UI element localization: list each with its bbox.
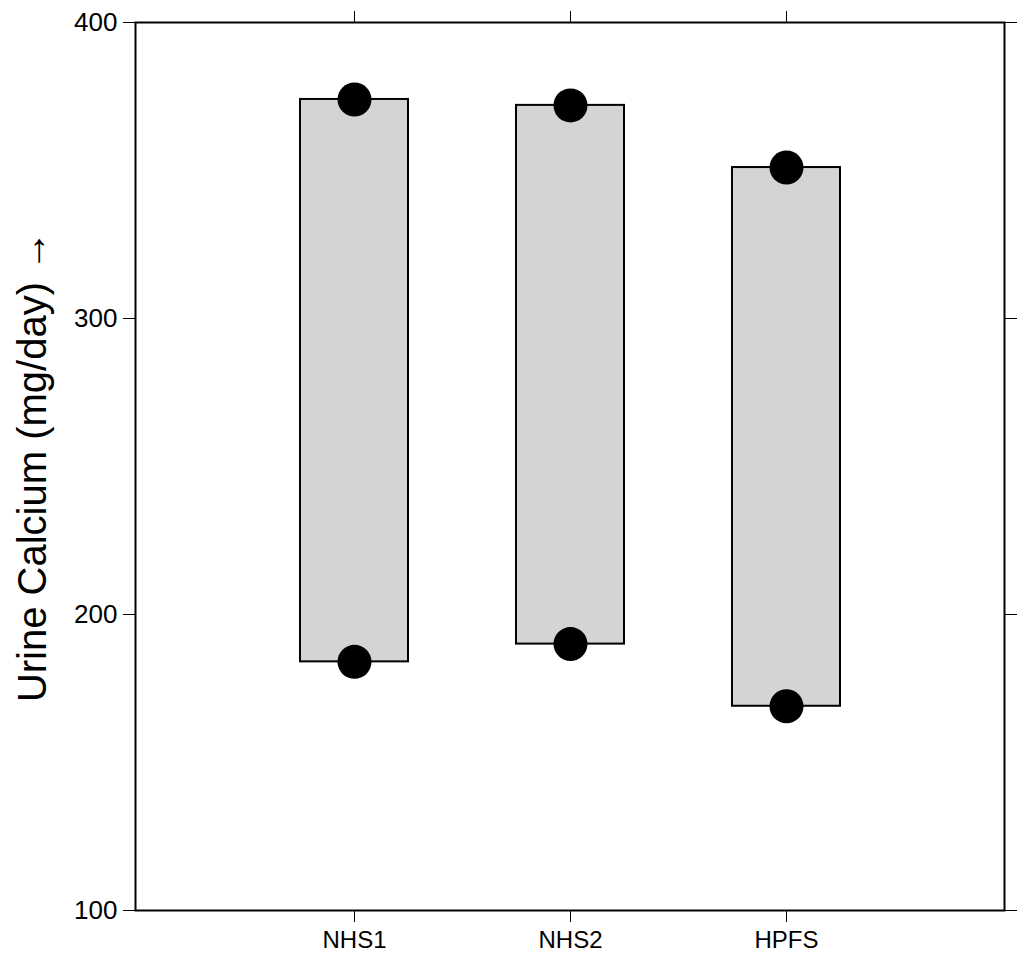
svg-text:NHS1: NHS1 (322, 926, 386, 953)
svg-text:100: 100 (74, 895, 117, 925)
svg-text:Urine Calcium (mg/day) →: Urine Calcium (mg/day) → (10, 231, 54, 702)
svg-text:400: 400 (74, 7, 117, 37)
svg-text:HPFS: HPFS (754, 926, 818, 953)
svg-text:200: 200 (74, 599, 117, 629)
svg-text:300: 300 (74, 303, 117, 333)
svg-text:NHS2: NHS2 (538, 926, 602, 953)
